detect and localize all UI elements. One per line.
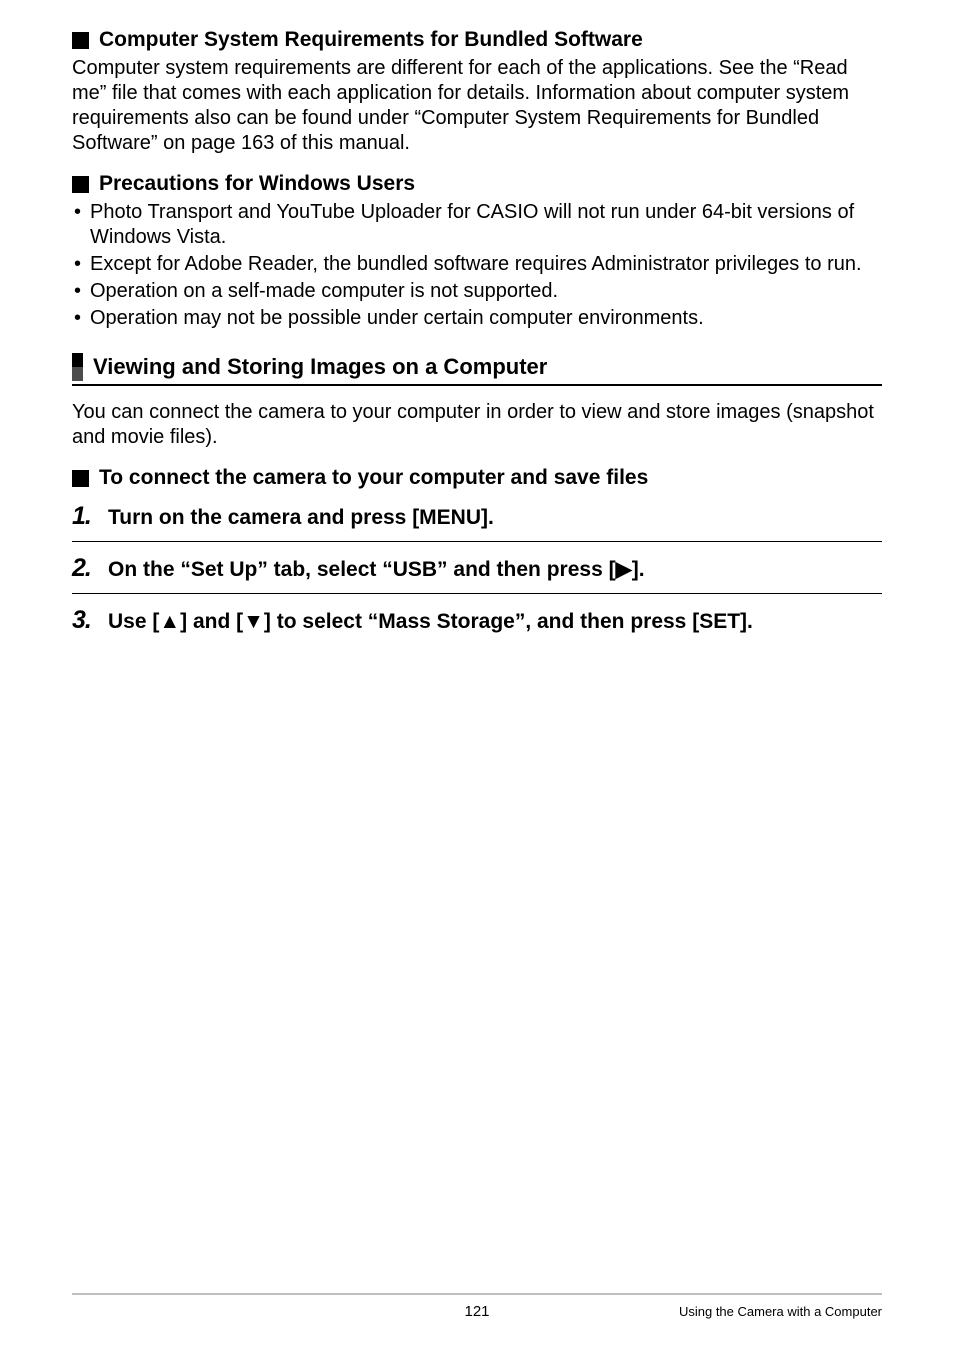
list-item: Photo Transport and YouTube Uploader for… <box>72 200 882 250</box>
body-bundled-software: Computer system requirements are differe… <box>72 56 882 156</box>
step-text: Use [▲] and [▼] to select “Mass Storage”… <box>108 610 753 634</box>
square-bullet-icon <box>72 470 89 487</box>
heading-accent-icon <box>72 353 83 381</box>
heading-text: To connect the camera to your computer a… <box>99 466 648 490</box>
step-number: 1. <box>72 502 108 531</box>
step-number: 2. <box>72 554 108 583</box>
footer-caption: Using the Camera with a Computer <box>679 1304 882 1319</box>
heading-bundled-software: Computer System Requirements for Bundled… <box>72 28 882 52</box>
page-content: Computer System Requirements for Bundled… <box>0 0 954 635</box>
step-separator <box>72 541 882 542</box>
list-item: Except for Adobe Reader, the bundled sof… <box>72 252 882 277</box>
step-text: On the “Set Up” tab, select “USB” and th… <box>108 557 645 582</box>
square-bullet-icon <box>72 176 89 193</box>
heading-text: Precautions for Windows Users <box>99 172 415 196</box>
heading-connect-camera: To connect the camera to your computer a… <box>72 466 882 490</box>
heading-viewing-storing: Viewing and Storing Images on a Computer <box>72 353 882 386</box>
precautions-list: Photo Transport and YouTube Uploader for… <box>72 200 882 331</box>
heading-text: Computer System Requirements for Bundled… <box>99 28 643 52</box>
step-2: 2. On the “Set Up” tab, select “USB” and… <box>72 554 882 583</box>
step-1: 1. Turn on the camera and press [MENU]. <box>72 502 882 531</box>
list-item: Operation may not be possible under cert… <box>72 306 882 331</box>
footer-divider <box>72 1293 882 1295</box>
step-number: 3. <box>72 606 108 635</box>
page-number: 121 <box>464 1303 489 1320</box>
step-text: Turn on the camera and press [MENU]. <box>108 506 494 530</box>
heading-precautions: Precautions for Windows Users <box>72 172 882 196</box>
step-3: 3. Use [▲] and [▼] to select “Mass Stora… <box>72 606 882 635</box>
step-separator <box>72 593 882 594</box>
list-item: Operation on a self-made computer is not… <box>72 279 882 304</box>
body-viewing-storing: You can connect the camera to your compu… <box>72 400 882 450</box>
page-footer: 121 Using the Camera with a Computer <box>0 1293 954 1321</box>
heading-text: Viewing and Storing Images on a Computer <box>93 354 547 380</box>
square-bullet-icon <box>72 32 89 49</box>
